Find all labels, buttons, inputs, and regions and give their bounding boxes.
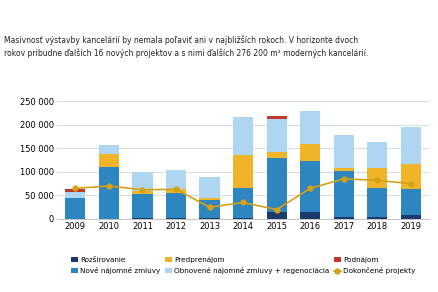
Bar [367,188,387,217]
Bar [300,112,320,145]
Bar [132,194,152,218]
Bar [65,192,85,198]
Bar [166,193,186,218]
Bar [267,116,287,119]
Bar [65,189,85,192]
Text: Objem transakcií/nové projekty na trhu (m²) v Bratislave: Objem transakcií/nové projekty na trhu (… [4,10,317,20]
Bar [334,168,354,171]
Bar [233,218,253,219]
Bar [99,167,119,219]
Bar [300,145,320,161]
Bar [233,155,253,188]
Bar [99,145,119,154]
Bar [166,171,186,189]
Bar [401,126,421,164]
Bar [199,218,219,219]
Bar [233,188,253,218]
Bar [401,215,421,219]
Bar [300,212,320,219]
Bar [99,154,119,167]
Bar [199,200,219,218]
Bar [233,117,253,155]
Bar [199,178,219,198]
Bar [267,152,287,158]
Bar [267,158,287,212]
Bar [334,135,354,168]
Bar [401,164,421,189]
Bar [300,161,320,212]
Bar [267,119,287,152]
Bar [401,189,421,215]
Bar [367,168,387,188]
Bar [132,172,152,191]
Bar [334,217,354,219]
Bar [367,142,387,168]
Legend: Rozširovanie, Nové nájomné zmluvy, Predprenájom, Obnovené nájomné zmluvy + regen: Rozširovanie, Nové nájomné zmluvy, Predp… [71,257,416,274]
Bar [166,218,186,219]
Bar [132,218,152,219]
Bar [199,198,219,200]
Bar [334,171,354,217]
Bar [367,217,387,219]
Text: Masívnosť výstavby kancelárií by nemala poľaviť ani v najbližších rokoch. V hori: Masívnosť výstavby kancelárií by nemala … [4,35,369,58]
Bar [267,212,287,219]
Bar [65,198,85,219]
Bar [132,191,152,194]
Bar [166,189,186,193]
